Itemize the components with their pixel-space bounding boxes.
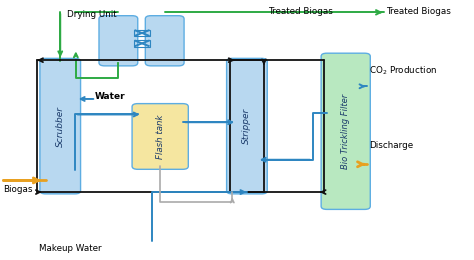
Text: Biogas: Biogas — [3, 185, 33, 194]
Text: Treated Biogas: Treated Biogas — [268, 6, 333, 16]
Text: Water: Water — [95, 92, 126, 101]
Text: Drying Unit: Drying Unit — [67, 10, 117, 20]
Text: Flash tank: Flash tank — [155, 114, 164, 159]
FancyBboxPatch shape — [227, 58, 267, 194]
Text: Scrubber: Scrubber — [56, 106, 65, 147]
Text: Treated Biogas: Treated Biogas — [386, 6, 451, 16]
FancyBboxPatch shape — [40, 58, 81, 194]
Text: CO$_2$ Production: CO$_2$ Production — [369, 64, 438, 77]
FancyBboxPatch shape — [321, 53, 370, 209]
Text: Bio Trickling Filter: Bio Trickling Filter — [341, 94, 350, 169]
FancyBboxPatch shape — [132, 104, 188, 169]
Text: Makeup Water: Makeup Water — [38, 244, 101, 254]
FancyBboxPatch shape — [99, 16, 138, 66]
Text: Discharge: Discharge — [369, 141, 413, 150]
FancyBboxPatch shape — [146, 16, 184, 66]
Text: Stripper: Stripper — [242, 108, 251, 144]
